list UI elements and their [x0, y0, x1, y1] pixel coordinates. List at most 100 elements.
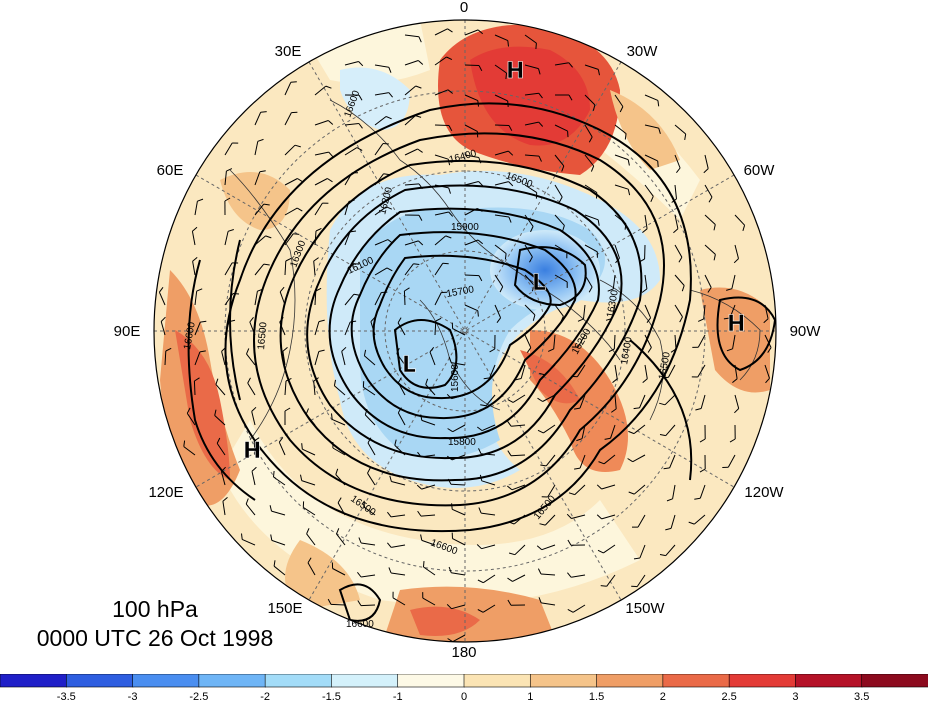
- wind-barb: [451, 572, 466, 576]
- wind-barb-flag: [397, 317, 402, 324]
- contour-label: 15900: [451, 222, 479, 233]
- wind-barb: [434, 124, 450, 126]
- wind-barb: [576, 364, 586, 377]
- wind-barb: [545, 454, 556, 467]
- wind-barb-flag: [496, 317, 502, 323]
- wind-barb: [451, 508, 466, 516]
- wind-barb: [279, 291, 286, 306]
- wind-barb: [540, 573, 556, 576]
- wind-barb: [553, 334, 556, 349]
- wind-barb-flag: [478, 181, 484, 187]
- wind-barb: [254, 141, 259, 156]
- wind-barb: [704, 244, 716, 255]
- wind-barb: [481, 424, 496, 432]
- wind-barb: [220, 471, 226, 486]
- wind-barb-flag: [628, 430, 635, 435]
- wind-barb-flag: [327, 178, 333, 183]
- wind-barb-flag: [397, 407, 402, 413]
- wind-barb: [404, 115, 416, 126]
- wind-barb: [704, 154, 709, 169]
- wind-barb: [434, 292, 442, 306]
- wind-barb-flag: [221, 466, 226, 472]
- wind-barb: [334, 385, 346, 396]
- wind-barb-flag: [607, 288, 614, 292]
- wind-barb: [494, 304, 502, 319]
- wind-barb: [554, 154, 565, 167]
- wind-barb: [314, 230, 317, 246]
- wind-barb: [584, 274, 593, 288]
- wind-barb-flag: [526, 347, 532, 353]
- colorbar-tick-label: -2.5: [189, 691, 208, 702]
- wind-barb: [464, 124, 478, 132]
- wind-barb: [524, 121, 539, 126]
- wind-barb-flag: [627, 189, 631, 196]
- wind-barb-flag: [558, 196, 563, 203]
- colorbar-swatch: [861, 674, 928, 688]
- wind-barb-flag: [336, 528, 340, 535]
- wind-barb-flag: [479, 474, 483, 481]
- wind-barb-flag: [507, 577, 513, 582]
- wind-barb: [451, 362, 466, 366]
- wind-barb: [665, 544, 676, 556]
- wind-barb: [434, 320, 437, 336]
- colorbar-swatch: [397, 674, 465, 688]
- wind-barb: [278, 441, 286, 456]
- contour-label: 16300: [605, 289, 621, 319]
- wind-barb-flag: [611, 408, 617, 413]
- wind-barb-flag: [246, 348, 250, 355]
- wind-barb-flag: [194, 377, 200, 382]
- wind-barb-flag: [417, 451, 422, 458]
- colorbar-tick-label: 2: [660, 691, 666, 702]
- wind-barb: [674, 304, 683, 318]
- wind-barb: [421, 539, 436, 546]
- wind-barb: [524, 334, 532, 348]
- wind-barb-flag: [183, 440, 186, 447]
- wind-barb: [404, 263, 414, 276]
- wind-barb-flag: [247, 377, 251, 384]
- wind-barb: [614, 154, 629, 161]
- wind-barb-flag: [429, 346, 435, 353]
- wind-barb: [579, 394, 586, 409]
- wind-barb: [612, 274, 616, 289]
- wind-barb: [314, 178, 328, 186]
- lon-label-90e: 90E: [114, 323, 141, 340]
- wind-barb-flag: [386, 206, 392, 210]
- wind-barb-flag: [349, 230, 357, 233]
- wind-barb: [614, 94, 624, 107]
- wind-barb-flag: [222, 497, 228, 502]
- wind-barb: [734, 394, 740, 409]
- wind-barb: [374, 206, 387, 216]
- wind-barb-flag: [387, 239, 394, 244]
- wind-barb-flag: [327, 120, 334, 125]
- wind-barb: [451, 454, 466, 461]
- wind-barb: [361, 542, 376, 546]
- wind-barb-flag: [418, 240, 424, 246]
- wind-barb-flag: [396, 347, 400, 354]
- wind-barb: [464, 181, 479, 186]
- wind-barb-flag: [328, 151, 334, 157]
- wind-barb: [254, 263, 265, 276]
- wind-barb-flag: [688, 521, 695, 525]
- wind-barb-flag: [530, 226, 534, 233]
- wind-barb-flag: [478, 157, 482, 164]
- wind-barb-flag: [658, 127, 661, 134]
- wind-barb: [674, 154, 681, 169]
- wind-barb-flag: [448, 356, 452, 363]
- wind-barb-flag: [605, 318, 612, 321]
- wind-barb-flag: [540, 464, 547, 467]
- wind-barb: [633, 484, 646, 495]
- wind-barb-flag: [257, 138, 264, 142]
- wind-barb: [464, 207, 478, 216]
- wind-barb: [727, 454, 736, 468]
- wind-barb-flag: [350, 320, 357, 323]
- wind-barb: [313, 261, 316, 276]
- wind-barb: [571, 574, 586, 578]
- wind-barb-flag: [388, 567, 392, 574]
- wind-barb: [404, 60, 419, 66]
- wind-barb: [734, 364, 738, 379]
- wind-barb-flag: [341, 346, 347, 352]
- wind-barb-flag: [448, 211, 454, 217]
- wind-barb: [193, 380, 196, 396]
- wind-barb-flag: [357, 571, 362, 578]
